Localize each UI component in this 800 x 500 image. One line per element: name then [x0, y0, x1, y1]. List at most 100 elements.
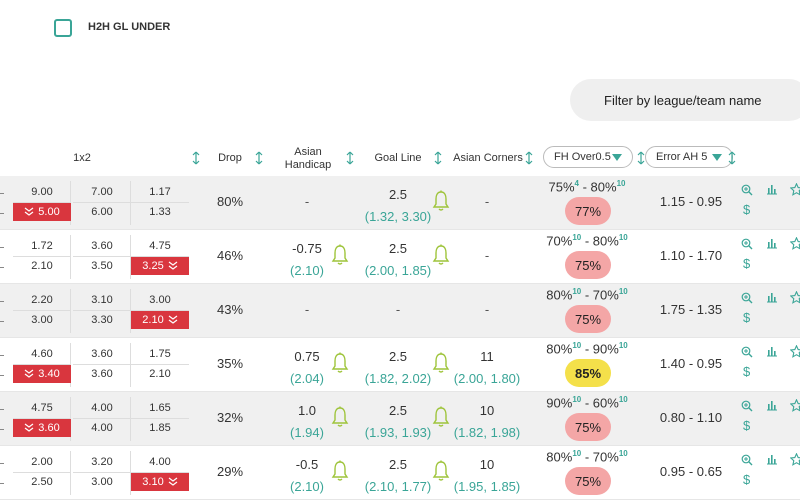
sort-arrows-icon[interactable] [637, 151, 645, 165]
odds-current[interactable]: 2.50 [13, 473, 71, 491]
odds-dropped-current[interactable]: 3.10 [131, 473, 189, 491]
odds-current[interactable]: 3.00 [13, 311, 71, 329]
bell-icon[interactable] [432, 460, 450, 482]
odds-value: 2.50 [31, 476, 53, 488]
odds-value: 3.60 [38, 422, 60, 434]
bell-icon[interactable] [432, 244, 450, 266]
star-icon[interactable] [790, 291, 800, 304]
asian-handicap-line: 0.75 [294, 349, 320, 364]
odds-home-draw-away-opening[interactable]: 4.60 [31, 348, 53, 360]
odds-value: 3.25 [142, 260, 164, 272]
fh-over-select[interactable]: FH Over0.5 [543, 146, 633, 168]
error-ah-select[interactable]: Error AH 5 [645, 146, 733, 168]
error-ah-range: 0.80 - 1.10 [659, 410, 723, 425]
odds-current[interactable]: 2.10 [131, 365, 189, 383]
bar-chart-icon[interactable] [766, 453, 778, 465]
odds-column-divider [130, 343, 131, 387]
odds-dropped-current[interactable]: 3.40 [13, 365, 71, 383]
zoom-in-icon[interactable] [741, 454, 753, 466]
odds-current[interactable]: 1.33 [131, 203, 189, 221]
star-icon[interactable] [790, 237, 800, 250]
sort-arrows-icon[interactable] [192, 151, 200, 165]
bell-icon[interactable] [432, 190, 450, 212]
odds-home-draw-away-opening[interactable]: 3.60 [91, 240, 113, 252]
odds-current[interactable]: 3.60 [73, 365, 131, 383]
odds-current[interactable]: 3.00 [73, 473, 131, 491]
odds-home-draw-away-opening[interactable]: 3.10 [91, 294, 113, 306]
odds-home-draw-away-opening[interactable]: 3.60 [91, 348, 113, 360]
goal-line-odds: (1.93, 1.93) [364, 425, 432, 440]
fh-separator: - [581, 233, 593, 249]
odds-home-draw-away-opening[interactable]: 9.00 [31, 186, 53, 198]
odds-dropped-current[interactable]: 3.25 [131, 257, 189, 275]
dollar-icon[interactable]: $ [743, 472, 751, 487]
odds-home-draw-away-opening[interactable]: 4.75 [149, 240, 171, 252]
odds-current[interactable]: 2.10 [13, 257, 71, 275]
fh-away-percent: 70% [592, 287, 619, 303]
odds-divider [73, 364, 131, 365]
odds-current[interactable]: 3.50 [73, 257, 131, 275]
dollar-icon[interactable]: $ [743, 256, 751, 271]
odds-current[interactable]: 3.30 [73, 311, 131, 329]
dropdown-triangle-icon [612, 154, 622, 161]
goal-line-value: 2.5 [388, 187, 408, 202]
dollar-icon[interactable]: $ [743, 364, 751, 379]
odds-home-draw-away-opening[interactable]: 7.00 [91, 186, 113, 198]
star-icon[interactable] [790, 399, 800, 412]
odds-current[interactable]: 4.00 [73, 419, 131, 437]
odds-home-draw-away-opening[interactable]: 2.00 [31, 456, 53, 468]
sort-arrows-icon[interactable] [346, 151, 354, 165]
col-header-asian-corners: Asian Corners [453, 152, 523, 164]
odds-home-draw-away-opening[interactable]: 1.75 [149, 348, 171, 360]
odds-current[interactable]: 1.85 [131, 419, 189, 437]
row-tick [0, 483, 4, 484]
chevron-down-icon [168, 477, 178, 488]
sort-arrows-icon[interactable] [255, 151, 263, 165]
odds-value: 3.00 [91, 476, 113, 488]
bar-chart-icon[interactable] [766, 237, 778, 249]
fh-separator: - [581, 287, 593, 303]
zoom-in-icon[interactable] [741, 238, 753, 250]
odds-dropped-current[interactable]: 3.60 [13, 419, 71, 437]
odds-dropped-current[interactable]: 5.00 [13, 203, 71, 221]
odds-home-draw-away-opening[interactable]: 4.75 [31, 402, 53, 414]
bar-chart-icon[interactable] [766, 291, 778, 303]
odds-dropped-current[interactable]: 2.10 [131, 311, 189, 329]
bell-icon[interactable] [432, 406, 450, 428]
odds-home-draw-away-opening[interactable]: 3.00 [149, 294, 171, 306]
star-icon[interactable] [790, 345, 800, 358]
odds-home-draw-away-opening[interactable]: 1.17 [149, 186, 171, 198]
bell-icon[interactable] [331, 460, 349, 482]
star-icon[interactable] [790, 183, 800, 196]
asian-handicap-line: -0.75 [292, 241, 322, 256]
dollar-icon[interactable]: $ [743, 202, 751, 217]
filter-league-team-button[interactable]: Filter by league/team name [570, 79, 800, 121]
sort-arrows-icon[interactable] [434, 151, 442, 165]
bell-icon[interactable] [432, 352, 450, 374]
zoom-in-icon[interactable] [741, 346, 753, 358]
bell-icon[interactable] [331, 406, 349, 428]
h2h-gl-under-filter[interactable]: H2H GL UNDER [54, 19, 170, 37]
odds-home-draw-away-opening[interactable]: 4.00 [149, 456, 171, 468]
sort-arrows-icon[interactable] [728, 151, 736, 165]
odds-current[interactable]: 6.00 [73, 203, 131, 221]
odds-home-draw-away-opening[interactable]: 3.20 [91, 456, 113, 468]
sort-arrows-icon[interactable] [525, 151, 533, 165]
zoom-in-icon[interactable] [741, 400, 753, 412]
zoom-in-icon[interactable] [741, 184, 753, 196]
h2h-gl-under-checkbox[interactable] [54, 19, 72, 37]
dollar-icon[interactable]: $ [743, 310, 751, 325]
bar-chart-icon[interactable] [766, 183, 778, 195]
odds-home-draw-away-opening[interactable]: 1.65 [149, 402, 171, 414]
odds-home-draw-away-opening[interactable]: 2.20 [31, 294, 53, 306]
bar-chart-icon[interactable] [766, 345, 778, 357]
odds-home-draw-away-opening[interactable]: 4.00 [91, 402, 113, 414]
bell-icon[interactable] [331, 244, 349, 266]
bell-icon[interactable] [331, 352, 349, 374]
odds-home-draw-away-opening[interactable]: 1.72 [31, 240, 53, 252]
bar-chart-icon[interactable] [766, 399, 778, 411]
dollar-icon[interactable]: $ [743, 418, 751, 433]
fh-separator: - [581, 449, 593, 465]
zoom-in-icon[interactable] [741, 292, 753, 304]
star-icon[interactable] [790, 453, 800, 466]
